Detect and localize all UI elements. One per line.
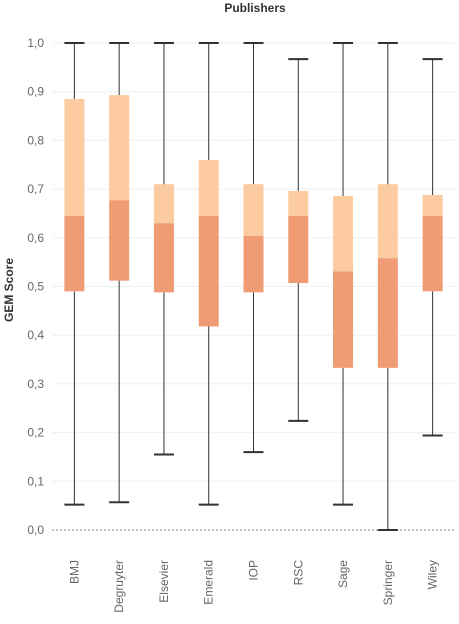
- x-category-label: Degruyter: [112, 560, 126, 613]
- box-emerald: [198, 42, 219, 506]
- lower-box: [153, 223, 174, 293]
- upper-box: [288, 191, 309, 216]
- x-category-label: Elsevier: [157, 560, 171, 603]
- y-tick-label: 0,1: [27, 474, 44, 488]
- box-wiley: [422, 58, 443, 437]
- upper-box: [153, 184, 174, 224]
- y-axis-ticks: 0,0 0,1 0,2 0,3 0,4 0,5 0,6 0,7 0,8 0,9 1,0: [27, 36, 44, 537]
- x-category-label: BMJ: [67, 560, 81, 584]
- lower-box: [64, 215, 85, 292]
- box-elsevier: [153, 42, 174, 456]
- y-tick-label: 0,3: [27, 377, 44, 391]
- upper-box: [422, 194, 443, 216]
- y-tick-label: 0,2: [27, 426, 44, 440]
- lower-box: [288, 215, 309, 284]
- lower-box: [422, 215, 443, 292]
- x-category-label: Springer: [381, 560, 395, 605]
- upper-box: [377, 184, 398, 259]
- box-layer: [64, 42, 443, 531]
- y-tick-label: 0,5: [27, 280, 44, 294]
- lower-box: [377, 258, 398, 368]
- x-category-label: IOP: [247, 560, 261, 581]
- x-axis-categories: BMJ Degruyter Elsevier Emerald IOP RSC Sage Spr…: [67, 560, 439, 613]
- y-axis-label: GEM Score: [2, 258, 16, 322]
- chart-title: Publishers: [224, 1, 286, 15]
- box-degruyter: [109, 42, 130, 504]
- y-tick-label: 0,6: [27, 231, 44, 245]
- x-category-label: Emerald: [202, 560, 216, 605]
- box-springer: [377, 42, 398, 531]
- y-tick-label: 0,8: [27, 133, 44, 147]
- lower-box: [333, 271, 354, 368]
- lower-box: [109, 200, 130, 281]
- y-tick-label: 1,0: [27, 36, 44, 50]
- upper-box: [109, 95, 130, 201]
- y-tick-label: 0,0: [27, 523, 44, 537]
- y-tick-label: 0,7: [27, 182, 44, 196]
- upper-box: [243, 184, 264, 236]
- lower-box: [198, 215, 219, 327]
- lower-box: [243, 235, 264, 293]
- upper-box: [64, 99, 85, 216]
- x-category-label: Sage: [336, 560, 350, 588]
- x-category-label: Wiley: [426, 560, 440, 589]
- x-category-label: RSC: [291, 560, 305, 586]
- box-rsc: [288, 58, 309, 422]
- box-iop: [243, 42, 264, 454]
- upper-box: [333, 195, 354, 272]
- y-tick-label: 0,9: [27, 85, 44, 99]
- upper-box: [198, 159, 219, 216]
- y-tick-label: 0,4: [27, 328, 44, 342]
- box-sage: [333, 42, 354, 506]
- box-bmj: [64, 42, 85, 506]
